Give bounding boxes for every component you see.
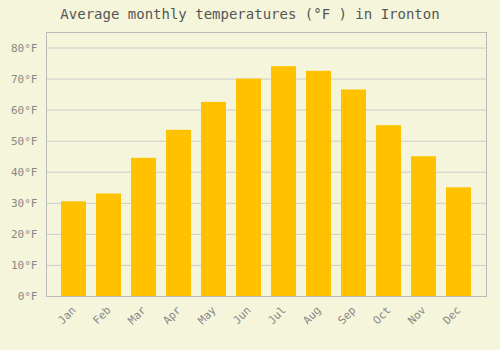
svg-text:80°F: 80°F [11,42,38,55]
svg-text:Oct: Oct [370,304,393,327]
svg-text:50°F: 50°F [11,135,38,148]
svg-text:10°F: 10°F [11,259,38,272]
svg-text:Sep: Sep [335,304,358,327]
svg-text:0°F: 0°F [18,290,38,303]
svg-text:20°F: 20°F [11,228,38,241]
svg-text:Dec: Dec [440,304,463,327]
html-text:Average monthly temperatures (: Average monthly temperatures (°F ) in Ir… [60,6,440,22]
svg-text:30°F: 30°F [11,197,38,210]
svg-text:Feb: Feb [90,304,113,327]
svg-text:40°F: 40°F [11,166,38,179]
svg-text:Jul: Jul [265,304,288,327]
svg-text:Aug: Aug [300,304,323,327]
svg-text:60°F: 60°F [11,104,38,117]
svg-text:70°F: 70°F [11,73,38,86]
svg-text:Jun: Jun [230,304,253,327]
svg-text:Jan: Jan [55,304,78,327]
svg-text:May: May [195,303,219,327]
svg-text:Mar: Mar [125,303,149,327]
svg-text:Apr: Apr [160,303,184,327]
svg-text:Nov: Nov [405,303,429,327]
